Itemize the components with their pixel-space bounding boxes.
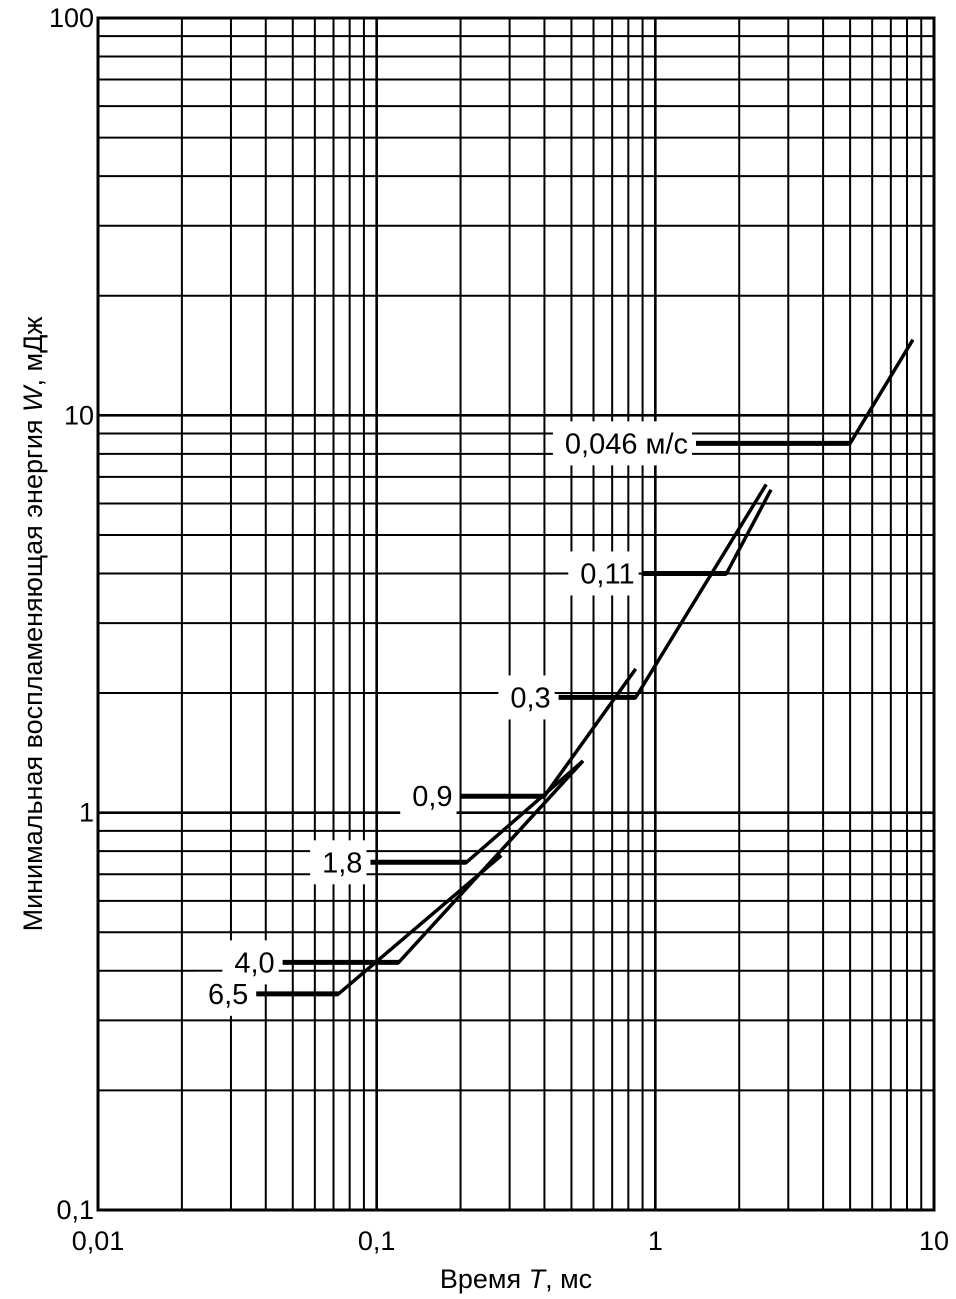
x-axis-label: Время T, мс <box>440 1264 592 1294</box>
y-axis-label-variable: W <box>18 384 48 412</box>
series-label: 0,046 м/с <box>565 428 688 460</box>
x-axis-label-prefix: Время <box>440 1264 529 1294</box>
x-axis-label-variable: T <box>529 1264 548 1294</box>
series-label: 4,0 <box>234 947 274 979</box>
series-group <box>256 338 915 997</box>
x-tick-label: 0,1 <box>358 1226 396 1256</box>
y-tick-label: 0,1 <box>56 1195 94 1225</box>
x-tick-label: 1 <box>648 1226 663 1256</box>
y-tick-label: 1 <box>79 798 94 828</box>
series-label: 0,11 <box>580 558 634 590</box>
plot-frame <box>96 16 936 1212</box>
series-label: 0,9 <box>412 781 452 813</box>
y-axis-label-prefix: Минимальная воспламеняющая энергия <box>18 412 48 931</box>
y-axis-label: Минимальная воспламеняющая энергия W, мД… <box>18 317 48 932</box>
y-tick-labels: 0,1 1 10 100 <box>49 3 94 1225</box>
grid <box>96 18 934 1212</box>
x-tick-label: 10 <box>919 1226 949 1256</box>
series-label-mask <box>310 840 367 885</box>
series-label: 1,8 <box>322 847 362 879</box>
label-masks <box>196 421 693 1016</box>
series-label: 0,3 <box>510 682 550 714</box>
y-axis-label-suffix: , мДж <box>18 317 48 387</box>
y-tick-label: 100 <box>49 3 94 33</box>
x-tick-label: 0,01 <box>72 1226 125 1256</box>
y-tick-label: 10 <box>64 400 94 430</box>
x-tick-labels: 0,01 0,1 1 10 <box>72 1226 949 1256</box>
series-label: 6,5 <box>208 979 248 1011</box>
series-label-mask <box>400 774 457 819</box>
x-axis-label-suffix: , мс <box>545 1264 592 1294</box>
series-label-mask <box>498 675 555 720</box>
series-label-mask <box>196 971 253 1016</box>
series-label-mask <box>568 551 639 596</box>
series-labels: 0,046 м/с 0,11 0,3 0,9 1,8 4,06,5 <box>208 428 688 1010</box>
series-label-mask <box>552 421 693 466</box>
